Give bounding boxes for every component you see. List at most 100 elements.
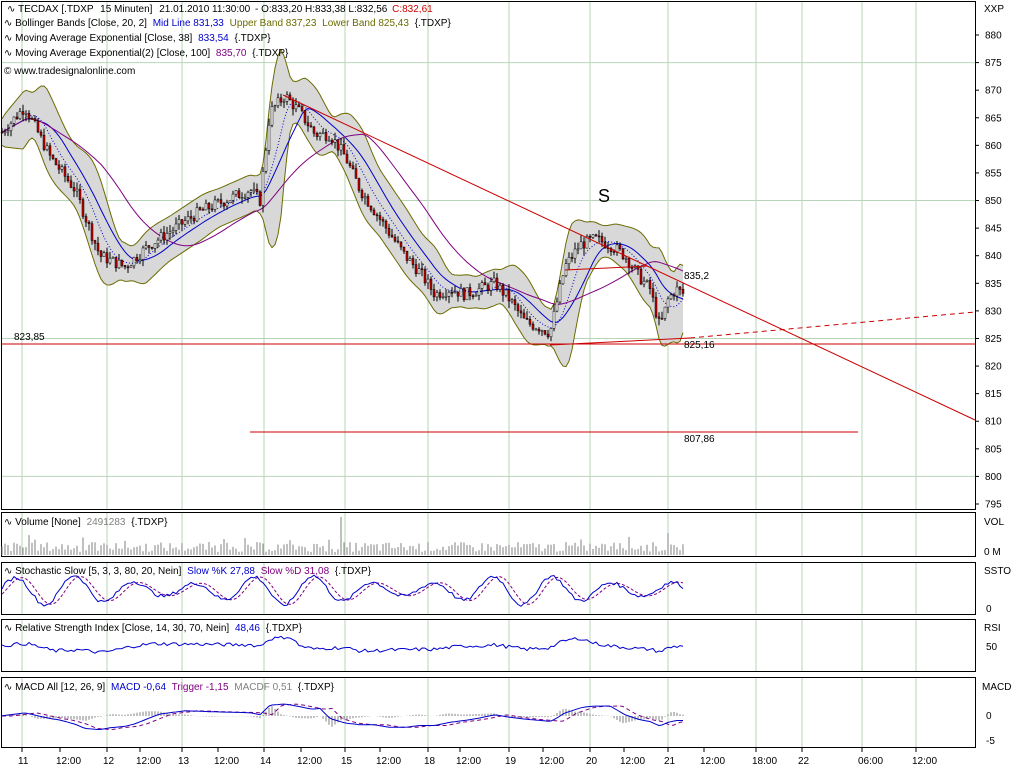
rsi-panel-frame (1, 619, 976, 672)
rsi-src: {.TDXP} (266, 623, 303, 634)
candle-body (663, 306, 667, 319)
candle-body (552, 310, 556, 329)
candle-body (546, 333, 550, 338)
candle-body (525, 317, 529, 320)
axis-symbol: XXP (984, 4, 1004, 15)
x-tick-label: 19 (505, 756, 517, 767)
candle-body (573, 248, 577, 259)
candle-body (156, 239, 160, 244)
legend: ∿ TECDAX [.TDXP 15 Minuten] 21.01.2010 1… (4, 4, 451, 77)
candle-body (531, 323, 535, 330)
candle-body (414, 264, 418, 274)
candle-body (645, 280, 649, 282)
candle-body (594, 234, 598, 237)
ema38-value: 833,54 (198, 33, 229, 44)
candle-body (165, 233, 169, 241)
candle-body (324, 132, 328, 141)
candle-body (309, 125, 313, 128)
rsi-title: Relative Strength Index [Close, 14, 30, … (15, 623, 229, 634)
ema38-legend: ∿ Moving Average Exponential [Close, 38]… (4, 33, 271, 44)
y-tick-label: 845 (985, 224, 1002, 235)
downtrend-line (282, 94, 976, 421)
candle-body (342, 144, 346, 155)
candle-body (621, 248, 625, 260)
candle-body (351, 165, 355, 169)
candle-body (306, 122, 310, 127)
x-tick-label: 20 (586, 756, 598, 767)
candle-body (654, 296, 658, 318)
stochastic-tick-0: 0 (986, 604, 992, 615)
candle-body (504, 289, 508, 296)
candle-body (441, 296, 445, 298)
candle-body (582, 241, 586, 249)
candle-body (111, 257, 115, 259)
candle-body (201, 209, 205, 211)
candle-body (51, 154, 55, 159)
bollinger-name: Bollinger Bands [Close, 20, 2] (15, 18, 147, 29)
candle-body (261, 171, 265, 206)
ohlc: - O:833,20 H:833,38 L:832,56 (255, 4, 388, 15)
chart-icon-2: ∿ (4, 18, 15, 29)
candle-body (297, 104, 301, 108)
macd-line (1, 703, 683, 731)
chart-icon-1: ∿ (7, 4, 18, 15)
y-tick-label: 795 (985, 500, 1002, 511)
candle-body (273, 105, 277, 107)
candle-body (177, 219, 181, 225)
candle-body (243, 197, 247, 199)
candlesticks (0, 91, 685, 342)
candle-body (492, 277, 496, 282)
candle-body (195, 207, 199, 222)
candle-body (534, 328, 538, 331)
website-line: © www.tradesignalonline.com (4, 66, 135, 77)
candle-body (207, 203, 211, 210)
candle-body (147, 245, 151, 248)
candle-body (231, 193, 235, 201)
candle-body (129, 265, 133, 268)
candle-body (672, 294, 676, 297)
shoulder-line (564, 265, 649, 271)
candle-body (501, 284, 505, 296)
s-label: S (598, 186, 610, 206)
candle-body (108, 257, 112, 264)
candle-body (522, 312, 526, 319)
candle-body (87, 221, 91, 224)
y-tick-label: 825 (985, 334, 1002, 345)
candle-body (219, 199, 223, 204)
candle-body (393, 236, 397, 242)
candle-body (45, 145, 49, 150)
candle-body (72, 187, 76, 192)
candle-body (60, 166, 64, 170)
candle-body (384, 220, 388, 229)
candle-body (213, 199, 217, 210)
candle-body (642, 280, 646, 285)
candle-body (639, 268, 643, 285)
candle-body (99, 250, 103, 257)
candle-body (558, 283, 562, 303)
candle-body (657, 316, 661, 319)
rsi-icon: ∿ (4, 623, 15, 634)
candle-body (378, 215, 382, 220)
candle-body (450, 291, 454, 294)
candle-body (66, 176, 70, 182)
y-tick-label: 875 (985, 58, 1002, 69)
bollinger-src: {.TDXP} (415, 18, 452, 29)
candle-body (381, 219, 385, 222)
candle-body (15, 116, 19, 120)
candle-body (162, 232, 166, 241)
macd-macdf: MACDF 0,51 (234, 682, 292, 693)
macd-title: MACD All [12, 26, 9] (15, 682, 105, 693)
instrument-line: ∿ TECDAX [.TDXP 15 Minuten] 21.01.2010 1… (7, 4, 433, 15)
candle-body (435, 292, 439, 298)
candle-body (168, 231, 172, 234)
candle-body (348, 162, 352, 167)
candle-body (396, 240, 400, 243)
candle-body (6, 130, 10, 133)
candle-body (234, 190, 238, 195)
stochastic-icon: ∿ (4, 566, 15, 577)
candle-body (600, 236, 604, 243)
candle-body (27, 113, 31, 119)
candle-body (375, 214, 379, 217)
candle-body (363, 196, 367, 199)
